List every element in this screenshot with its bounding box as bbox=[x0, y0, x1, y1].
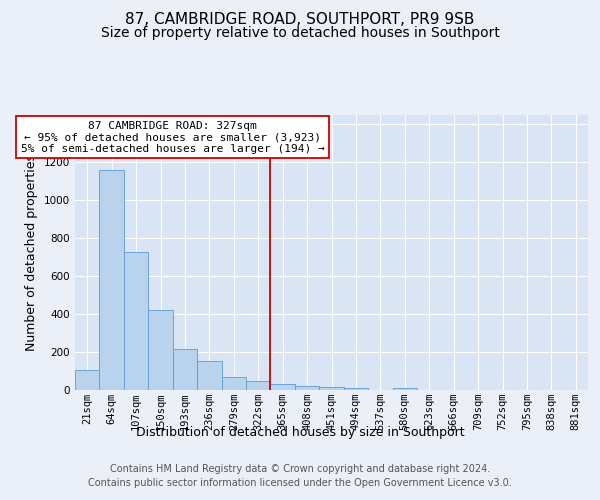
Bar bbox=[319, 386, 344, 390]
Bar bbox=[124, 252, 148, 390]
Text: Contains HM Land Registry data © Crown copyright and database right 2024.
Contai: Contains HM Land Registry data © Crown c… bbox=[88, 464, 512, 487]
Y-axis label: Number of detached properties: Number of detached properties bbox=[25, 154, 38, 351]
Bar bbox=[295, 386, 319, 390]
Text: Size of property relative to detached houses in Southport: Size of property relative to detached ho… bbox=[101, 26, 499, 40]
Bar bbox=[221, 376, 246, 390]
Bar bbox=[271, 384, 295, 390]
Bar bbox=[148, 310, 173, 390]
Bar bbox=[75, 370, 100, 390]
Bar bbox=[246, 380, 271, 390]
Bar bbox=[197, 360, 221, 390]
Bar bbox=[344, 388, 368, 390]
Bar bbox=[173, 349, 197, 390]
Text: 87, CAMBRIDGE ROAD, SOUTHPORT, PR9 9SB: 87, CAMBRIDGE ROAD, SOUTHPORT, PR9 9SB bbox=[125, 12, 475, 28]
Text: 87 CAMBRIDGE ROAD: 327sqm
← 95% of detached houses are smaller (3,923)
5% of sem: 87 CAMBRIDGE ROAD: 327sqm ← 95% of detac… bbox=[21, 120, 325, 154]
Bar bbox=[100, 170, 124, 390]
Bar bbox=[392, 388, 417, 390]
Text: Distribution of detached houses by size in Southport: Distribution of detached houses by size … bbox=[136, 426, 464, 439]
